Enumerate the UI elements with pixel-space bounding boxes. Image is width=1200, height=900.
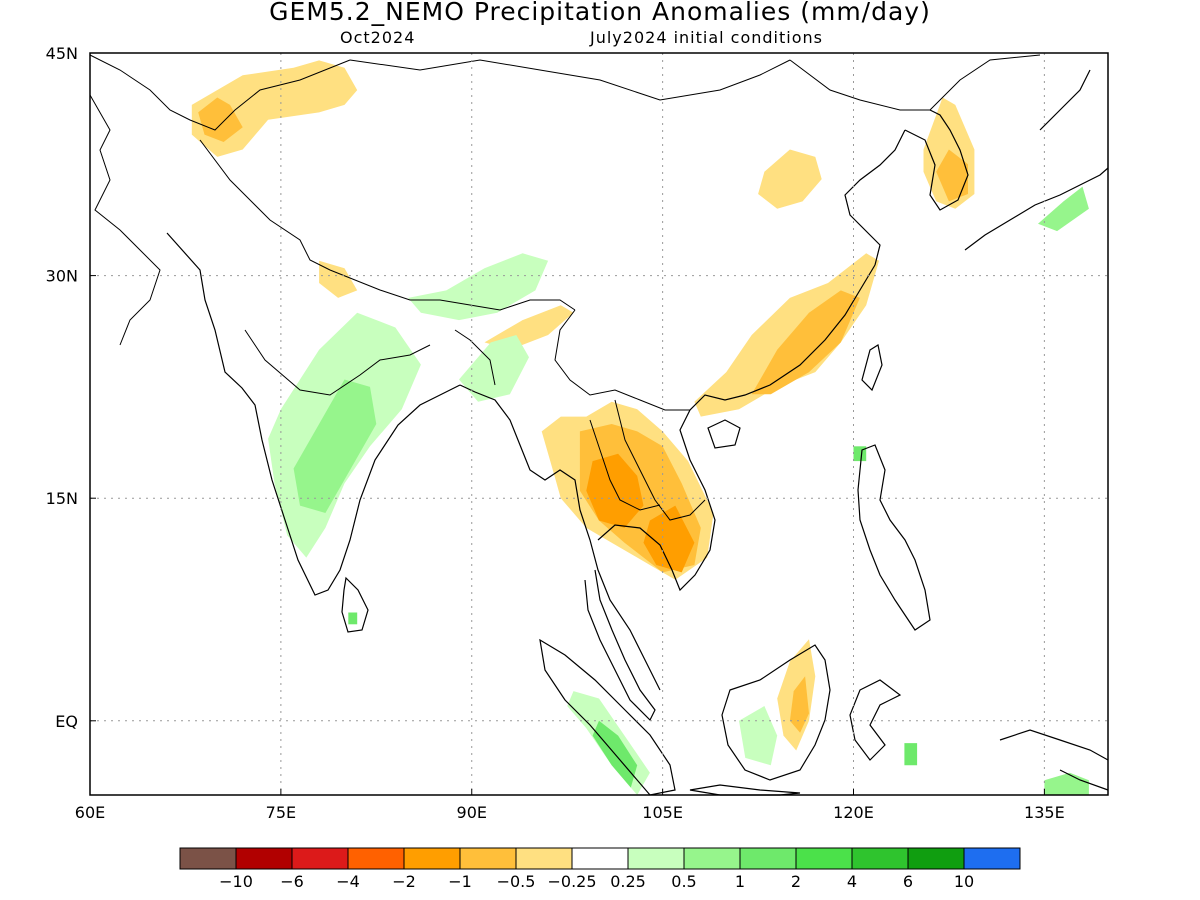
colorbar-swatch bbox=[403, 847, 461, 870]
iran-afghanistan-border bbox=[89, 94, 161, 346]
anomaly-region-cambodia-dry-deep bbox=[643, 505, 695, 573]
coastlines bbox=[166, 69, 1109, 796]
lat-tick-label: 45N bbox=[46, 44, 78, 63]
lon-tick-label: 120E bbox=[833, 803, 874, 822]
anomaly-region-northwest-dry-core bbox=[198, 97, 243, 142]
lon-tick-label: 135E bbox=[1024, 803, 1065, 822]
philippines-coastline bbox=[857, 444, 931, 631]
himalaya-border bbox=[199, 139, 576, 311]
colorbar-label: −0.5 bbox=[497, 872, 536, 891]
borneo-coastline bbox=[721, 644, 831, 781]
taiwan-coastline bbox=[861, 344, 883, 392]
colorbar-swatch bbox=[179, 847, 237, 870]
lon-tick-label: 75E bbox=[266, 803, 296, 822]
anomaly-region-sulawesi-wet bbox=[904, 743, 918, 766]
new-guinea-coastline bbox=[999, 729, 1109, 791]
colorbar-label: −6 bbox=[280, 872, 304, 891]
colorbar-swatch bbox=[515, 847, 573, 870]
colorbar-swatch bbox=[347, 847, 405, 870]
map-frame bbox=[89, 52, 1109, 796]
colorbar-swatch bbox=[235, 847, 293, 870]
japan-coastline bbox=[964, 69, 1109, 251]
colorbar-swatch bbox=[571, 847, 629, 870]
lat-tick-label: EQ bbox=[55, 712, 78, 731]
colorbar-label: −2 bbox=[392, 872, 416, 891]
lat-tick-label: 30N bbox=[46, 267, 78, 286]
anomaly-region-himalaya-dry bbox=[319, 260, 358, 298]
anomaly-region-borneo-dry-core bbox=[789, 676, 809, 733]
colorbar-label: 0.25 bbox=[610, 872, 646, 891]
sri-lanka-coastline bbox=[341, 576, 369, 633]
colorbar-swatch bbox=[627, 847, 685, 870]
colorbar-label: −0.25 bbox=[547, 872, 596, 891]
anomaly-region-southeast-china-dry bbox=[694, 253, 879, 417]
anomaly-region-korea-dry-core bbox=[936, 149, 968, 202]
lat-tick-label: 15N bbox=[46, 489, 78, 508]
colorbar-label: −10 bbox=[219, 872, 253, 891]
colorbar-label: 1 bbox=[735, 872, 745, 891]
colorbar-swatch bbox=[459, 847, 517, 870]
colorbar-label: 2 bbox=[791, 872, 801, 891]
colorbar-label: −1 bbox=[448, 872, 472, 891]
forecast-month: Oct2024 bbox=[340, 28, 416, 47]
longitude-axis: 60E 75E 90E 105E 120E 135E bbox=[75, 789, 1065, 822]
bangladesh-border bbox=[454, 329, 496, 386]
anomaly-region-himalaya-tibet-wet bbox=[408, 253, 549, 321]
graticule bbox=[90, 53, 1108, 795]
anomaly-region-kyushu-wet bbox=[1038, 186, 1089, 232]
colorbar-swatch bbox=[907, 847, 965, 870]
anomaly-region-southeast-china-dry-core bbox=[751, 290, 860, 395]
colorbar-label: 4 bbox=[847, 872, 857, 891]
colorbar-swatch bbox=[291, 847, 349, 870]
sulawesi-coastline bbox=[849, 679, 902, 761]
central-asia-border bbox=[89, 54, 351, 131]
colorbar-swatch bbox=[963, 847, 1021, 870]
gulf-of-thailand-coastline bbox=[597, 264, 876, 592]
myanmar-china-border bbox=[554, 309, 690, 411]
india-coastline bbox=[166, 232, 461, 596]
colorbar-label: 6 bbox=[903, 872, 913, 891]
malay-peninsula-coastline bbox=[584, 569, 656, 722]
colorbar-legend: −10 −6 −4 −2 −1 −0.5 −0.25 0.25 0.5 1 2 4 6 10 bbox=[179, 847, 1021, 891]
china-east-coastline bbox=[844, 129, 906, 266]
colorbar-label: −4 bbox=[336, 872, 360, 891]
anomaly-region-north-china-dry bbox=[758, 149, 822, 209]
country-borders bbox=[89, 54, 1041, 521]
colorbar-swatch bbox=[739, 847, 797, 870]
northeast-china-border bbox=[789, 54, 1041, 111]
india-internal-border bbox=[244, 329, 431, 396]
colorbar-swatch bbox=[795, 847, 853, 870]
colorbar-swatch bbox=[683, 847, 741, 870]
sumatra-coastline bbox=[539, 638, 676, 796]
initial-conditions: July2024 initial conditions bbox=[590, 28, 823, 47]
colorbar-label: 0.5 bbox=[671, 872, 696, 891]
map-title: GEM5.2_NEMO Precipitation Anomalies (mm/… bbox=[269, 0, 931, 26]
anomaly-region-southern-india-wet-core bbox=[293, 379, 377, 513]
lon-tick-label: 60E bbox=[75, 803, 105, 822]
mongolia-border bbox=[349, 59, 791, 101]
colorbar-label: 10 bbox=[954, 872, 974, 891]
korea-coastline bbox=[904, 109, 969, 211]
bay-of-bengal-east-coastline bbox=[459, 384, 661, 691]
thailand-border bbox=[589, 419, 661, 511]
laos-border bbox=[614, 399, 706, 521]
anomaly-region-bangladesh-myanmar-wet bbox=[459, 335, 529, 402]
latitude-axis: 45N 30N 15N EQ bbox=[46, 44, 96, 731]
lon-tick-label: 105E bbox=[642, 803, 683, 822]
colorbar-swatch bbox=[851, 847, 909, 870]
hainan-coastline bbox=[707, 419, 741, 449]
anomaly-region-sri-lanka-wet bbox=[348, 612, 358, 625]
lon-tick-label: 90E bbox=[457, 803, 487, 822]
